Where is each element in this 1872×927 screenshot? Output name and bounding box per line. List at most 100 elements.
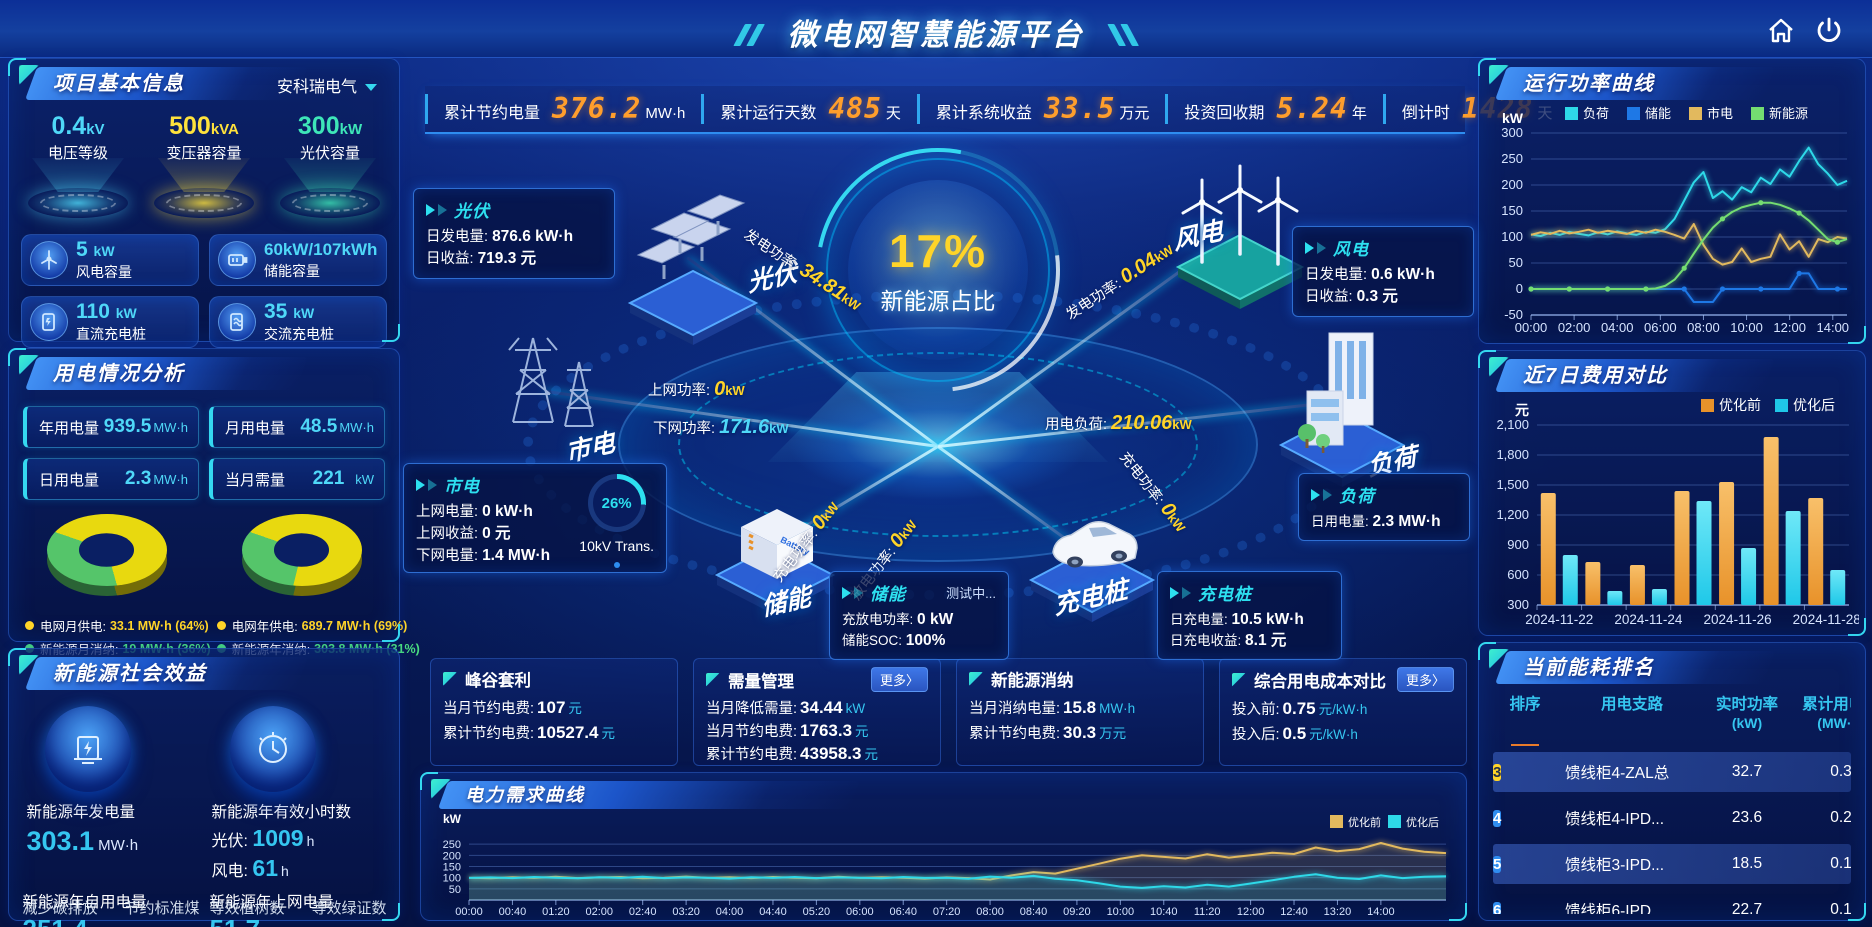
home-icon[interactable] (1764, 14, 1798, 48)
svg-text:200: 200 (443, 850, 461, 862)
bar-2024-11-25-优化后 (1696, 501, 1712, 605)
svg-text:50: 50 (1509, 255, 1523, 270)
svg-text:00:40: 00:40 (499, 906, 527, 918)
flow-load-demand: 用电负荷: 210.06kW (1045, 412, 1192, 434)
panel-usage-analysis: 用电情况分析 年用电量 939.5 MW·h 月用电量 48.5 MW·h 日用电量… (8, 348, 420, 657)
svg-text:02:00: 02:00 (586, 906, 614, 918)
wind-turbine-icon (30, 241, 68, 279)
realtime-power: 32.7 (1731, 763, 1763, 780)
kpi-value: 33.5 (1043, 92, 1116, 125)
demand-curve-chart: 250 200 150 100 50 kW 00:00 00:40 01:20 02:00 02:4… (429, 811, 1460, 918)
svg-text:新能源: 新能源 (1769, 106, 1808, 121)
power-icon[interactable] (1812, 14, 1846, 48)
stat-month-demand: 当月需量 221 kW (209, 458, 385, 500)
legend-grid-year: 电网年供电: 689.7 MW·h (69%) (216, 616, 420, 635)
svg-text:200: 200 (1501, 177, 1523, 192)
flow-grid-import: 下网功率: 171.6kW (653, 416, 789, 438)
ranking-row[interactable]: 3 馈线柜4-ZAL总 32.7 0.3 (1493, 752, 1851, 792)
bar-2024-11-22-优化后 (1562, 555, 1578, 605)
ranking-row[interactable]: 4 馈线柜4-IPD... 23.6 0.2 (1493, 798, 1851, 838)
ranking-row[interactable]: 5 馈线柜3-IPD... 18.5 0.1 (1493, 844, 1851, 884)
cost-compare-svg: 2,100 1,800 1,500 1,200 900 600 300 元 2024-11-22… (1496, 397, 1860, 627)
svg-text:12:00: 12:00 (1237, 906, 1265, 918)
donut-row (9, 514, 399, 606)
kpi-label: 累计系统收益 (935, 105, 1032, 122)
svg-text:0: 0 (1516, 281, 1523, 296)
total-energy: 0.1 (1830, 855, 1851, 872)
device-load (1267, 315, 1417, 495)
total-energy: 0.2 (1830, 809, 1851, 826)
svg-text:优化前: 优化前 (1719, 397, 1761, 413)
svg-text:05:20: 05:20 (803, 906, 831, 918)
card-wind-detail: 风电 日发电量: 0.6 kW·h 日收益: 0.3 元 (1292, 226, 1474, 317)
ranking-table-header: 排序 用电支路 实时功率(kW) 累计用电量(MW·h) (1509, 696, 1851, 731)
legend-优化后: 优化后 (1388, 815, 1439, 829)
bar-2024-11-25-优化前 (1674, 491, 1690, 605)
svg-text:08:40: 08:40 (1020, 906, 1048, 918)
svg-text:00:00: 00:00 (1515, 320, 1548, 335)
ranking-row[interactable]: 6 馈线柜6-IPD... 22.7 0.1 (1493, 890, 1851, 914)
card-charger-detail: 充电桩 日充电量: 10.5 kW·h 日充电收益: 8.1 元 (1157, 571, 1342, 660)
card-cost-comparison: 综合用电成本对比 更多〉 投入前: 0.75 元/kW·h 投入后: 0.5 元/kW·… (1219, 658, 1467, 766)
legend-新能源: 新能源 (1751, 106, 1808, 121)
bar-2024-11-24-优化后 (1651, 589, 1667, 605)
panel-social-benefit: 新能源社会效益 新能源年发电量 303.1 MW·h 新能源年有效小时数 光伏: … (8, 648, 400, 927)
svg-text:优化后: 优化后 (1406, 815, 1439, 829)
svg-text:13:20: 13:20 (1324, 906, 1352, 918)
svg-text:08:00: 08:00 (1687, 320, 1720, 335)
card-corner-icon (706, 672, 720, 687)
summary-card-row: 峰谷套利 当月节约电费: 107 元 累计节约电费: 10527.4 元 需量管理 更多… (430, 658, 1467, 766)
social-benefit-footer: 新能源年自用电量 减少碳排放 节约标准煤 251.4 MW·h 176.1 t … (9, 890, 399, 927)
card-grid-detail: 市电 上网电量: 0 kW·h 上网收益: 0 元 下网电量: 1.4 MW·h… (403, 463, 667, 573)
bar-2024-11-26-优化前 (1719, 482, 1735, 605)
svg-text:300: 300 (1501, 125, 1523, 140)
solar-panel-icon (627, 194, 759, 345)
svg-text:2024-11-26: 2024-11-26 (1704, 612, 1772, 627)
more-button[interactable]: 更多〉 (1396, 667, 1454, 692)
legend-优化前: 优化前 (1330, 815, 1381, 829)
legend-市电: 市电 (1689, 106, 1733, 121)
renewable-generation-icon (44, 706, 131, 792)
legend-优化前: 优化前 (1701, 397, 1761, 413)
svg-text:-50: -50 (1504, 307, 1523, 322)
energy-flow-scene: 17% 新能源占比 (403, 130, 1475, 665)
card-pv-detail: 光伏 日发电量: 876.6 kW·h 日收益: 719.3 元 (413, 188, 615, 279)
card-wind-capacity: 5 kW 风电容量 (21, 234, 199, 286)
more-button[interactable]: 更多〉 (870, 667, 928, 692)
realtime-power: 22.7 (1731, 901, 1763, 914)
svg-text:kW: kW (443, 812, 462, 826)
company-select[interactable]: 安科瑞电气 (277, 73, 377, 97)
kpi-value: 485 (828, 92, 882, 125)
panel-title: 近7日费用对比 (1523, 365, 1669, 387)
wind-turbine-3d-icon (1175, 164, 1305, 309)
svg-text:04:00: 04:00 (1601, 320, 1634, 335)
device-charger (1017, 490, 1167, 630)
panel-title: 当前能耗排名 (1523, 657, 1655, 679)
ac-charger-icon (218, 303, 256, 341)
svg-text:2024-11-22: 2024-11-22 (1525, 612, 1593, 627)
svg-text:10:00: 10:00 (1730, 320, 1763, 335)
bar-2024-11-28-优化前 (1808, 498, 1824, 605)
kpi-total-revenue: 累计系统收益 33.5 万元 (916, 92, 1165, 125)
header-bar: 微电网智慧能源平台 (0, 0, 1872, 58)
svg-text:250: 250 (1501, 151, 1523, 166)
rank-badge: 6 (1493, 901, 1502, 914)
card-corner-icon (443, 672, 457, 686)
page-title: 微电网智慧能源平台 (722, 10, 1150, 54)
chevron-right-icon (1170, 586, 1179, 599)
legend-负荷: 负荷 (1565, 106, 1609, 121)
device-grid (475, 310, 625, 475)
svg-text:1,200: 1,200 (1496, 507, 1529, 522)
series-市电 (1530, 223, 1848, 266)
svg-text:01:20: 01:20 (542, 906, 570, 918)
rank-badge: 4 (1493, 809, 1502, 827)
svg-text:元: 元 (1515, 402, 1529, 418)
svg-text:14:00: 14:00 (1367, 906, 1395, 918)
ranking-scroll-indicator (1511, 744, 1539, 746)
svg-text:优化后: 优化后 (1793, 397, 1835, 413)
social-generation: 新能源年发电量 303.1 MW·h (27, 706, 197, 882)
svg-text:04:00: 04:00 (716, 906, 744, 918)
svg-text:14:00: 14:00 (1817, 320, 1850, 335)
cost-compare-chart: 2,100 1,800 1,500 1,200 900 600 300 元 2024-11-22… (1485, 395, 1860, 631)
